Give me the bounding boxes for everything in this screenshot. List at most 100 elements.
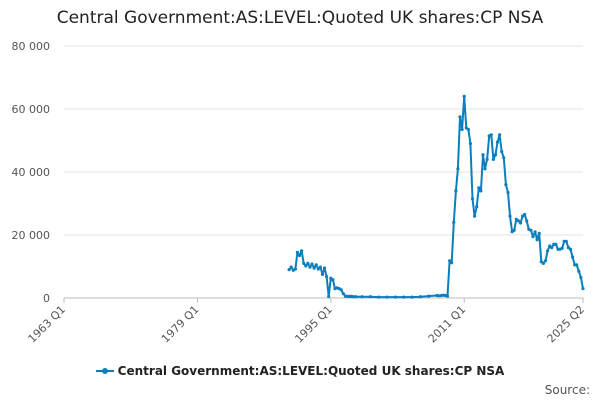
- data-point: [410, 295, 414, 299]
- data-point: [418, 295, 422, 299]
- x-tick-label: 2011 Q1: [426, 303, 469, 346]
- data-point: [462, 94, 466, 98]
- data-point: [531, 235, 535, 239]
- data-point: [518, 221, 523, 225]
- x-tick-label: 2025 Q2: [545, 303, 588, 346]
- data-point: [360, 295, 364, 299]
- data-point: [508, 214, 512, 218]
- data-point: [325, 275, 329, 279]
- data-point: [385, 295, 389, 299]
- data-point: [512, 228, 516, 232]
- x-tick-label: 1995 Q1: [292, 303, 335, 346]
- data-point: [331, 278, 335, 282]
- data-point: [316, 267, 320, 271]
- data-point: [320, 272, 325, 276]
- data-point: [468, 142, 472, 146]
- data-point: [516, 219, 521, 223]
- data-point: [523, 212, 527, 217]
- data-point: [293, 267, 297, 271]
- data-point: [483, 167, 487, 171]
- data-point: [550, 246, 554, 250]
- data-point: [393, 295, 397, 299]
- data-point: [448, 259, 452, 263]
- data-point: [354, 295, 358, 299]
- x-tick-label: 1979 Q1: [159, 303, 202, 346]
- data-point: [533, 230, 537, 234]
- data-point: [322, 266, 327, 270]
- data-point: [427, 294, 431, 298]
- data-point: [568, 247, 573, 251]
- gridlines: [64, 45, 583, 299]
- legend-label: Central Government:AS:LEVEL:Quoted UK sh…: [117, 364, 505, 378]
- y-tick-label: 40 000: [12, 166, 51, 179]
- data-point: [289, 265, 293, 269]
- data-point: [452, 220, 456, 224]
- x-tick-label: 1963 Q1: [26, 303, 69, 346]
- data-point: [377, 295, 381, 299]
- data-point: [458, 115, 462, 119]
- data-point: [454, 189, 458, 193]
- data-point: [341, 292, 345, 296]
- y-axis-ticks: 0 20 000 40 000 60 000 80 000: [12, 40, 51, 305]
- data-point: [506, 190, 510, 195]
- data-point: [339, 288, 343, 292]
- data-point: [368, 295, 372, 299]
- y-tick-label: 0: [43, 292, 50, 305]
- data-point: [302, 261, 306, 265]
- data-point: [485, 157, 489, 161]
- data-point: [314, 263, 318, 267]
- data-point: [304, 264, 308, 268]
- data-point: [312, 266, 316, 270]
- data-point: [564, 239, 568, 243]
- data-point: [579, 275, 583, 280]
- data-point: [460, 127, 464, 132]
- legend: Central Government:AS:LEVEL:Quoted UK sh…: [0, 364, 600, 378]
- data-point: [529, 228, 533, 232]
- data-point: [456, 167, 460, 171]
- data-point: [287, 268, 291, 272]
- data-point: [571, 255, 575, 259]
- data-point: [475, 205, 479, 209]
- legend-swatch-icon: [95, 365, 114, 377]
- series-group: [287, 94, 585, 299]
- data-point: [295, 250, 299, 254]
- data-point: [577, 269, 581, 273]
- data-point: [493, 153, 498, 157]
- data-point: [541, 261, 546, 265]
- data-point: [525, 219, 529, 223]
- y-tick-label: 20 000: [12, 229, 51, 242]
- data-point: [546, 249, 550, 253]
- data-point: [502, 156, 506, 160]
- data-point: [473, 214, 477, 218]
- data-point: [481, 153, 485, 157]
- data-point: [445, 294, 450, 298]
- data-point: [297, 253, 302, 258]
- x-axis-ticks: 1963 Q1 1979 Q1 1995 Q1 2011 Q1 2025 Q2: [26, 298, 588, 346]
- series-line: [288, 95, 584, 299]
- data-point: [581, 287, 585, 291]
- data-point: [554, 242, 558, 246]
- data-point: [402, 295, 406, 299]
- data-point: [306, 261, 310, 265]
- data-point: [491, 157, 495, 161]
- data-point: [560, 246, 564, 250]
- data-point: [575, 263, 579, 267]
- y-tick-label: 80 000: [12, 40, 51, 53]
- data-point: [477, 186, 481, 190]
- data-point: [504, 183, 508, 187]
- y-tick-label: 60 000: [12, 103, 51, 116]
- source-label: Source:: [544, 383, 590, 397]
- data-point: [318, 265, 322, 269]
- data-point: [543, 259, 548, 263]
- data-point: [498, 133, 502, 137]
- data-point: [466, 127, 470, 132]
- data-point: [470, 197, 475, 201]
- data-point: [479, 189, 483, 193]
- data-point: [535, 238, 539, 242]
- data-point: [489, 133, 493, 137]
- data-point: [500, 149, 504, 154]
- data-point: [450, 261, 454, 265]
- data-point: [537, 231, 541, 235]
- chart-title: Central Government:AS:LEVEL:Quoted UK sh…: [56, 8, 544, 28]
